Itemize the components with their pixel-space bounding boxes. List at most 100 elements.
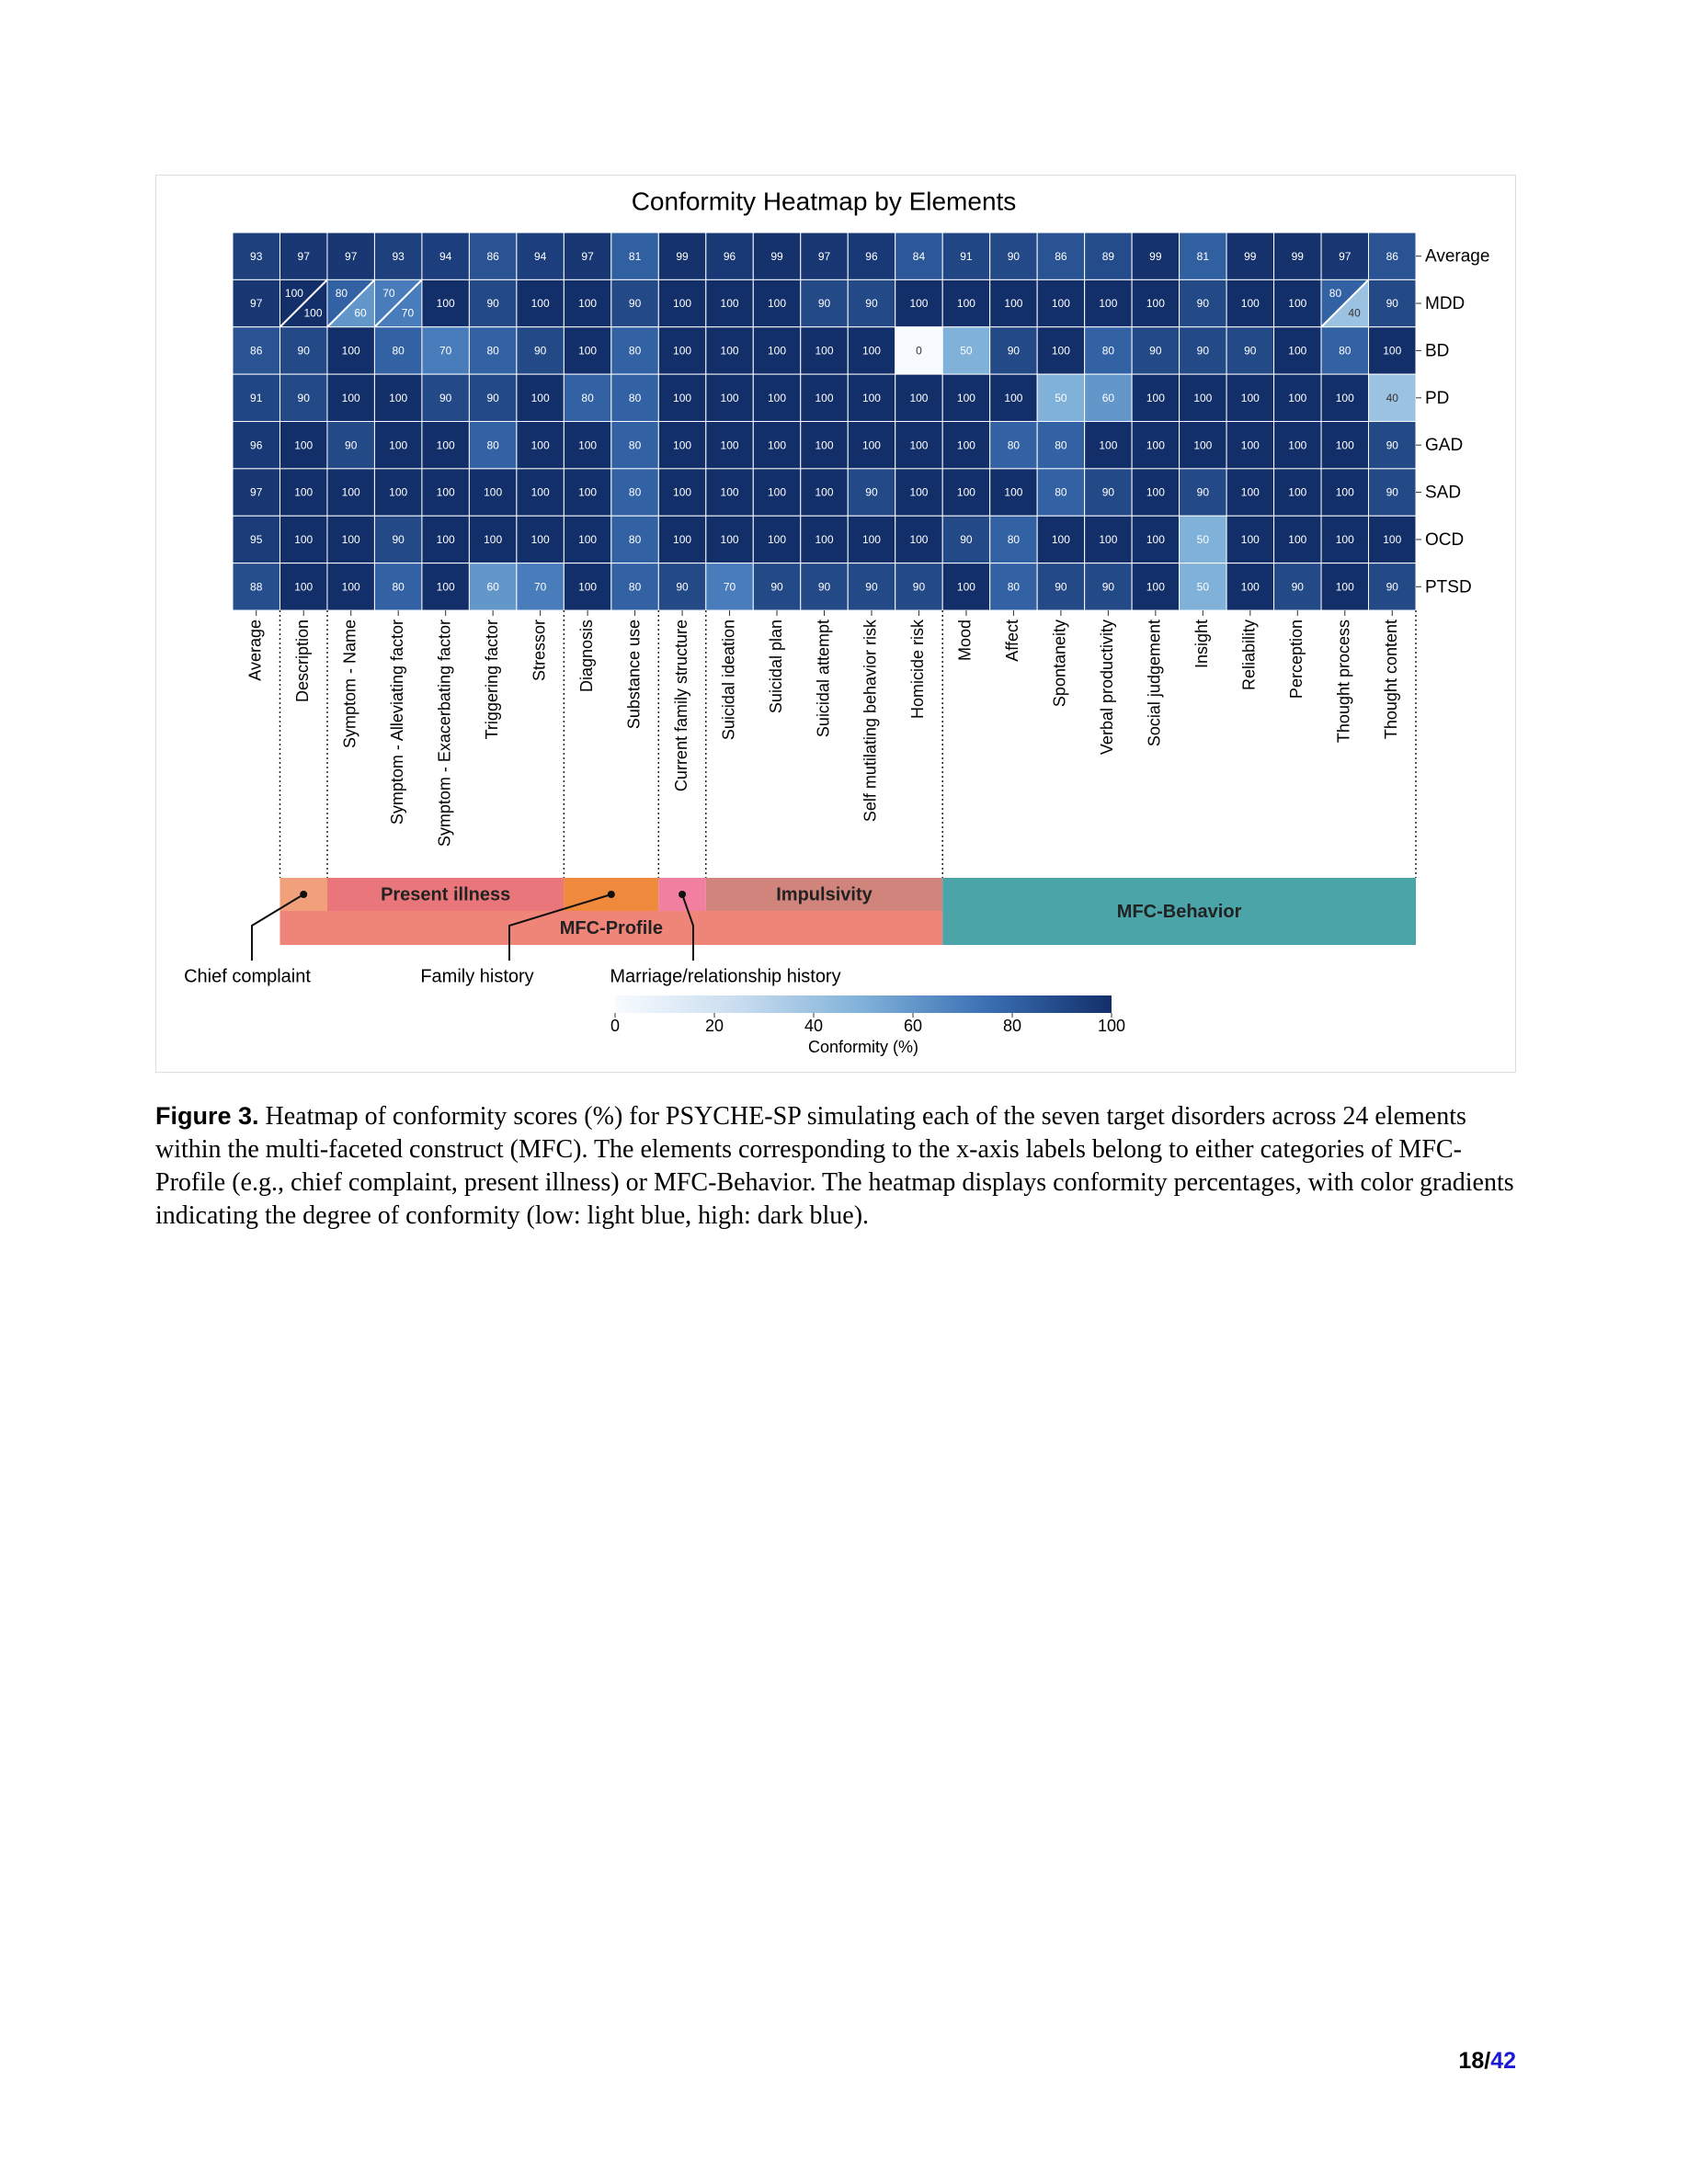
heat-cell	[1131, 468, 1180, 517]
cell-value: 91	[960, 250, 973, 263]
page-total[interactable]: 42	[1490, 2048, 1516, 2074]
cell-value: 80	[1055, 438, 1067, 451]
cell-value: 90	[770, 580, 783, 593]
heat-cell	[941, 326, 991, 375]
x-tick-label: Verbal productivity	[1098, 620, 1116, 755]
heat-cell	[232, 421, 280, 470]
cell-value: 50	[1197, 580, 1210, 593]
chart-title: Conformity Heatmap by Elements	[632, 187, 1017, 215]
heat-cell	[610, 279, 659, 328]
cell-value: 100	[721, 486, 739, 499]
cell-value: 96	[724, 250, 736, 263]
cell-value: 100	[768, 533, 786, 546]
cell-value: 100	[768, 438, 786, 451]
heat-cell	[1036, 373, 1086, 422]
cell-value: 100	[815, 438, 833, 451]
cell-value: 70	[724, 580, 736, 593]
cell-value: 86	[1055, 250, 1067, 263]
cell-value: 90	[298, 392, 311, 404]
heat-cell	[1320, 232, 1370, 280]
cell-value: 100	[342, 392, 360, 404]
cell-value: 80	[581, 392, 594, 404]
cell-value: 100	[294, 580, 313, 593]
cell-value: 70	[534, 580, 547, 593]
heat-cell	[421, 515, 470, 564]
heat-cell	[468, 373, 518, 422]
cell-value: 100	[389, 392, 407, 404]
colorbar-tick-label: 100	[1098, 1017, 1125, 1035]
heat-cell	[1179, 515, 1227, 564]
heat-cell	[895, 279, 943, 328]
cell-value: 100	[578, 486, 597, 499]
cell-value: 100	[1241, 297, 1260, 310]
cell-value: 90	[345, 438, 358, 451]
cell-value: 90	[1197, 297, 1210, 310]
cell-value: 100	[1288, 345, 1306, 358]
heat-cell	[800, 279, 849, 328]
x-tick-label: Mood	[956, 620, 975, 661]
cell-value: 80	[629, 345, 642, 358]
heat-cell	[1131, 279, 1180, 328]
cell-value: 100	[578, 297, 597, 310]
y-tick-label: Average	[1425, 247, 1489, 267]
cell-value: 100	[1336, 392, 1354, 404]
x-tick-label: Self mutilating behavior risk	[861, 619, 880, 822]
heat-cell	[421, 563, 470, 611]
cell-value: 90	[534, 345, 547, 358]
page-current: 18	[1458, 2048, 1485, 2074]
caption-label: Figure 3.	[155, 1102, 259, 1130]
page-number: 18/42	[1458, 2048, 1516, 2075]
cell-value: 100	[1146, 580, 1165, 593]
cell-value: 100	[294, 438, 313, 451]
heat-cell	[705, 232, 754, 280]
heat-cell	[421, 326, 470, 375]
cell-value: 50	[1055, 392, 1067, 404]
cell-value: 80	[336, 287, 348, 300]
heat-cell	[895, 232, 943, 280]
cell-value: 100	[909, 297, 928, 310]
heat-cell	[1226, 468, 1275, 517]
y-tick-label: OCD	[1425, 530, 1464, 550]
colorbar-tick-label: 20	[705, 1017, 724, 1035]
heat-cell	[752, 515, 802, 564]
cell-value: 90	[1149, 345, 1162, 358]
cell-value: 100	[721, 345, 739, 358]
cell-value: 100	[578, 438, 597, 451]
cell-value: 80	[486, 438, 499, 451]
heat-cell	[468, 326, 518, 375]
cell-diagonal	[373, 279, 423, 328]
cell-value: 90	[1055, 580, 1067, 593]
heat-cell	[752, 421, 802, 470]
cell-value: 99	[1149, 250, 1162, 263]
cell-value: 60	[486, 580, 499, 593]
heat-cell	[895, 421, 943, 470]
heat-cell	[516, 468, 565, 517]
heat-cell	[895, 563, 943, 611]
colorbar	[615, 995, 1112, 1013]
heat-cell	[326, 373, 375, 422]
heat-cell	[941, 279, 991, 328]
heat-cell	[800, 468, 849, 517]
cell-value: 90	[1197, 486, 1210, 499]
heat-cell	[516, 232, 565, 280]
cell-value: 100	[1336, 438, 1354, 451]
cell-value: 90	[818, 297, 831, 310]
cell-value: 100	[389, 438, 407, 451]
cell-value: 97	[581, 250, 594, 263]
x-tick-label: Homicide risk	[908, 619, 927, 719]
cell-value: 93	[393, 250, 405, 263]
x-tick-label: Diagnosis	[577, 620, 596, 692]
cell-value: 90	[629, 297, 642, 310]
cell-value: 91	[250, 392, 263, 404]
cell-value: 97	[345, 250, 358, 263]
cell-value: 100	[909, 533, 928, 546]
cell-value: 100	[1004, 486, 1022, 499]
cell-diagonal	[279, 279, 328, 328]
cell-value: 90	[439, 392, 452, 404]
cell-value: 100	[909, 438, 928, 451]
heat-cell	[563, 421, 612, 470]
cell-value: 100	[1099, 438, 1117, 451]
cell-value: 100	[342, 345, 360, 358]
heat-cell	[847, 563, 896, 611]
